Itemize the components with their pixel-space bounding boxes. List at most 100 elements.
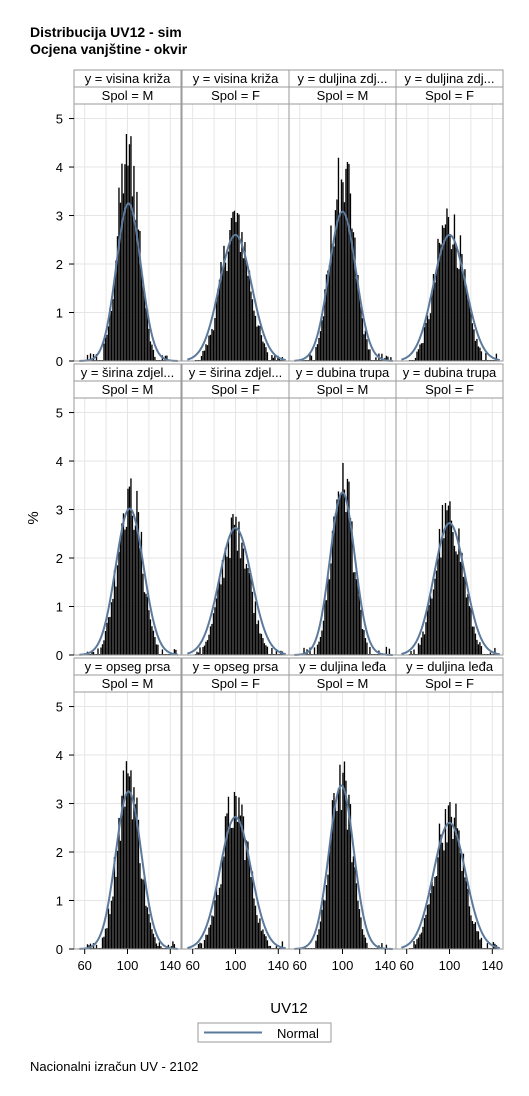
histogram-bar bbox=[259, 325, 261, 361]
histogram-bar bbox=[149, 922, 152, 949]
histogram-bar bbox=[118, 551, 120, 655]
histogram-bar bbox=[244, 860, 246, 949]
histogram-bar bbox=[265, 347, 267, 361]
histogram-bar bbox=[236, 212, 239, 361]
histogram-bar bbox=[361, 628, 364, 655]
histogram-bar bbox=[452, 532, 454, 655]
histogram-bar bbox=[241, 542, 243, 655]
histogram-bar bbox=[336, 199, 338, 361]
panel-frame bbox=[395, 397, 504, 656]
histogram-bar bbox=[244, 242, 246, 361]
histogram-bar bbox=[321, 909, 323, 949]
histogram-bar bbox=[438, 823, 441, 949]
panel-label-y: y = visina križa bbox=[85, 71, 171, 86]
histogram-bar bbox=[166, 355, 168, 361]
histogram-bar bbox=[428, 604, 430, 655]
histogram-bar bbox=[155, 644, 158, 655]
histogram-bar bbox=[206, 934, 209, 949]
x-tick-label: 60 bbox=[292, 958, 306, 973]
histogram-bar bbox=[419, 644, 421, 655]
histogram-bar bbox=[342, 182, 344, 361]
histogram-bar bbox=[342, 462, 344, 655]
panel-label-spol: Spol = M bbox=[317, 382, 369, 397]
histogram-bar bbox=[119, 202, 122, 361]
histogram-bar bbox=[464, 576, 466, 655]
histogram-bar bbox=[130, 478, 132, 655]
histogram-bar bbox=[131, 196, 134, 361]
histogram-bar bbox=[247, 568, 249, 655]
panel: y = širina zdjel... Spol = M bbox=[73, 363, 182, 656]
histogram-bar bbox=[136, 191, 138, 361]
histogram-bar bbox=[199, 647, 201, 655]
histogram-bar bbox=[241, 232, 243, 361]
histogram-bar bbox=[315, 940, 317, 949]
legend: Normal bbox=[197, 1022, 332, 1043]
histogram-bar bbox=[248, 572, 251, 655]
histogram-bar bbox=[130, 136, 132, 361]
histogram-bar bbox=[333, 516, 335, 655]
normal-curve bbox=[294, 210, 393, 362]
histogram-bar bbox=[232, 211, 234, 361]
y-tick-label: 4 bbox=[56, 748, 63, 763]
histogram-bar bbox=[125, 761, 128, 949]
histogram-bar bbox=[226, 270, 228, 361]
histogram-bar bbox=[253, 310, 255, 361]
histogram-bar bbox=[321, 630, 323, 655]
histogram-bar bbox=[358, 294, 361, 361]
histogram-bar bbox=[441, 504, 444, 655]
histogram-bar bbox=[128, 776, 131, 949]
histogram-bar bbox=[242, 258, 245, 361]
panel-label-spol: Spol = M bbox=[317, 676, 369, 691]
histogram-bar bbox=[134, 525, 137, 655]
histogram-bar bbox=[349, 518, 352, 655]
histogram-bar bbox=[471, 921, 474, 949]
histogram-bar bbox=[145, 905, 147, 949]
histogram-bar bbox=[423, 918, 426, 949]
panel-label-spol: Spol = M bbox=[102, 676, 154, 691]
histogram-bar bbox=[470, 607, 472, 655]
x-tick-label: 140 bbox=[159, 958, 181, 973]
histogram-bar bbox=[309, 354, 311, 361]
histogram-bar bbox=[367, 349, 370, 361]
histogram-bar bbox=[465, 880, 468, 949]
histogram-bar bbox=[351, 862, 353, 949]
histogram-bar bbox=[349, 804, 352, 949]
histogram-bar bbox=[431, 879, 433, 949]
histogram-bar bbox=[419, 934, 421, 949]
histogram-bar bbox=[256, 915, 258, 949]
y-tick-label: 2 bbox=[56, 257, 63, 272]
histogram-bar bbox=[259, 633, 261, 655]
histogram-bar bbox=[464, 269, 466, 361]
histogram-bar bbox=[256, 624, 258, 655]
panel-label-y: y = duljina leđa bbox=[406, 659, 494, 674]
histogram-bar bbox=[363, 934, 365, 949]
histogram-bar bbox=[369, 349, 371, 361]
histogram-bar bbox=[455, 243, 457, 361]
histogram-bar bbox=[459, 852, 462, 949]
histogram-bar bbox=[263, 934, 266, 949]
histogram-bar bbox=[272, 357, 275, 361]
histogram-bar bbox=[339, 495, 341, 655]
histogram-bar bbox=[388, 648, 391, 655]
histogram-bar bbox=[470, 309, 472, 361]
y-tick-label: 5 bbox=[56, 700, 63, 715]
y-tick-label: 1 bbox=[56, 600, 63, 615]
histogram-bar bbox=[471, 626, 474, 655]
histogram-bar bbox=[238, 521, 240, 655]
histogram-bar bbox=[467, 594, 469, 655]
histogram-bar bbox=[257, 922, 260, 949]
histogram-bar bbox=[327, 874, 329, 949]
histogram-bar bbox=[340, 179, 343, 361]
histogram-bar bbox=[364, 937, 367, 949]
histogram-bar bbox=[235, 222, 237, 361]
histogram-bar bbox=[155, 943, 158, 949]
histogram-bar bbox=[443, 538, 445, 655]
normal-curve bbox=[187, 526, 286, 656]
histogram-bar bbox=[227, 540, 230, 655]
histogram-bar bbox=[345, 780, 347, 949]
histogram-bar bbox=[425, 622, 427, 655]
histogram-bar bbox=[355, 883, 358, 949]
histogram-bar bbox=[230, 828, 233, 949]
histogram-bar bbox=[278, 358, 281, 361]
histogram-bar bbox=[254, 601, 257, 655]
